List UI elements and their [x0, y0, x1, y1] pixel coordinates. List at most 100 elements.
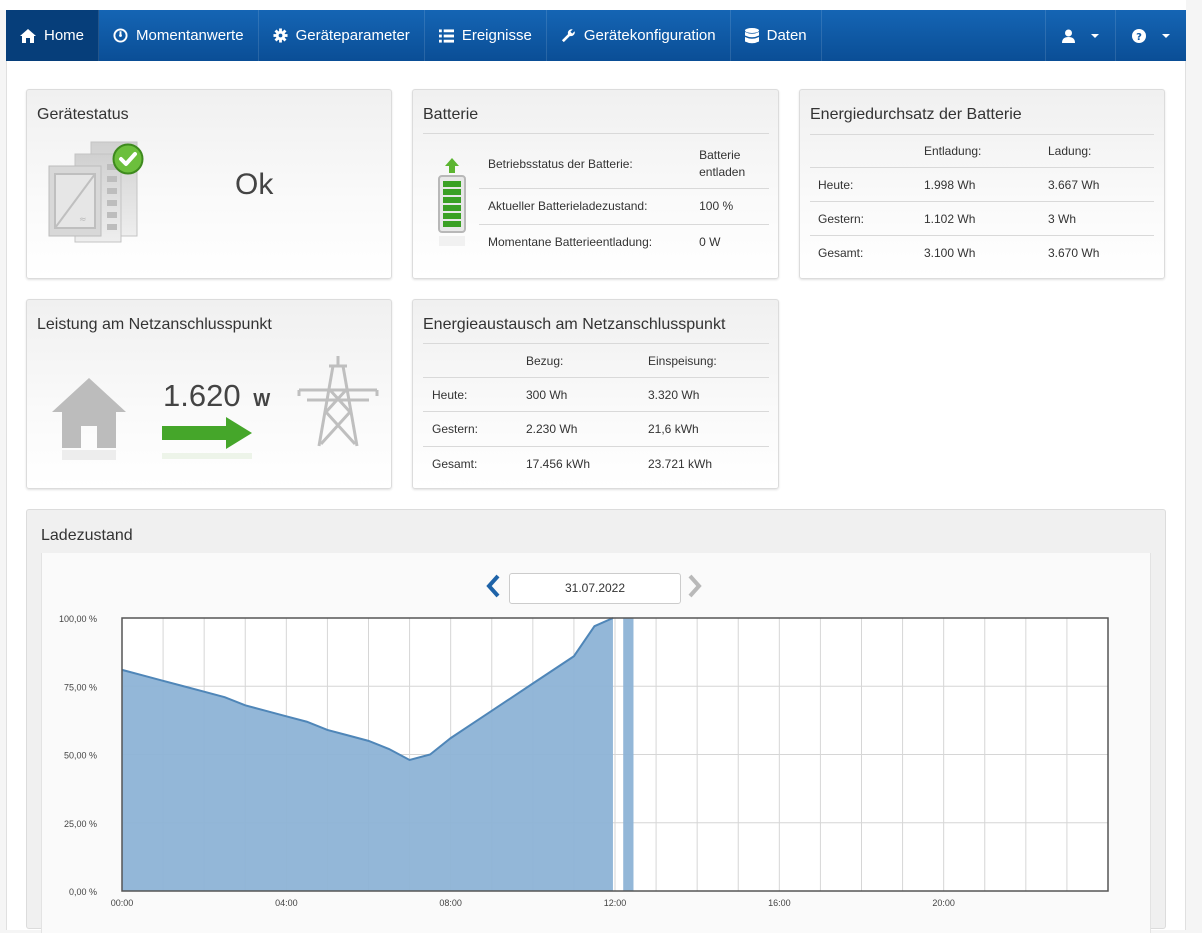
grid-exchange-panel: Energieaustausch am Netzanschlusspunkt B…	[412, 299, 779, 489]
table-row: Gestern: 1.102 Wh 3 Wh	[810, 201, 1154, 236]
list-icon	[438, 28, 454, 43]
home-icon	[20, 28, 36, 43]
nav-home-label: Home	[44, 27, 85, 44]
table-row: Gesamt: 3.100 Wh 3.670 Wh	[810, 235, 1154, 271]
battery-soc-value: 100 %	[699, 199, 734, 213]
y-tick-label: 25,00 %	[64, 819, 97, 829]
nav-geraetekonfiguration-label: Gerätekonfiguration	[583, 27, 716, 44]
table-row: Gestern: 2.230 Wh 21,6 kWh	[423, 411, 769, 447]
header-empty	[423, 344, 526, 378]
x-tick-label: 04:00	[275, 898, 298, 908]
plot-frame	[121, 617, 1109, 892]
gauge-icon	[113, 28, 128, 43]
nav-geraetekonfiguration[interactable]: Gerätekonfiguration	[547, 10, 731, 61]
device-status-value: Ok	[235, 168, 274, 201]
battery-panel: Batterie Betriebsstatus der Batterie: Ba…	[412, 89, 779, 279]
row-label: Gestern:	[818, 211, 865, 226]
chevron-left-icon[interactable]	[484, 573, 502, 599]
nav-daten-label: Daten	[766, 27, 807, 44]
battery-status-value: Batterie entladen	[699, 147, 746, 179]
main-navbar: Home Momentanwerte Geräteparameter Ereig…	[6, 10, 1186, 61]
database-icon	[744, 27, 759, 43]
page-right-margin	[1186, 0, 1202, 919]
row-label: Gesamt:	[432, 457, 478, 472]
battery-discharge-label: Momentane Batterieentladung:	[488, 234, 653, 249]
battery-throughput-panel: Energiedurchsatz der Batterie Entladung:…	[799, 89, 1165, 279]
power-pylon-icon	[297, 356, 379, 447]
chevron-down-icon	[1091, 33, 1099, 38]
chevron-down-icon	[1162, 33, 1170, 38]
device-status-panel: Gerätestatus ≈ Ok	[26, 89, 392, 279]
grid-power-panel: Leistung am Netzanschlusspunkt 1.620 W	[26, 299, 392, 489]
panel-title: Energiedurchsatz der Batterie	[810, 106, 1022, 123]
grid-power-number: 1.620	[163, 378, 241, 413]
table-header-row: Bezug: Einspeisung:	[423, 343, 769, 378]
panel-title: Gerätestatus	[37, 106, 129, 123]
charge-state-chart: 0,00 % 25,00 % 50,00 % 75,00 % 100,00 % 00:00…	[59, 614, 1109, 908]
cell-value: 3.667 Wh	[1048, 177, 1100, 192]
chart-area: 31.07.2022 0,00 % 25,00 % 50,00 % 75,00 % 10…	[41, 553, 1151, 933]
grid-power-value: 1.620 W	[163, 378, 270, 414]
cell-value: 23.721 kWh	[648, 457, 713, 472]
nav-momentanwerte[interactable]: Momentanwerte	[99, 10, 259, 61]
cell-value: 3.100 Wh	[924, 246, 976, 261]
panel-title: Batterie	[423, 106, 479, 123]
nav-daten[interactable]: Daten	[731, 10, 822, 61]
y-tick-label: 75,00 %	[64, 682, 97, 692]
series-area	[122, 618, 634, 891]
cell-value: 1.102 Wh	[924, 211, 976, 226]
grid-power-unit: W	[253, 390, 271, 410]
gear-icon	[273, 28, 288, 43]
header-empty	[810, 135, 924, 168]
x-tick-label: 08:00	[439, 898, 462, 908]
charge-state-panel: Ladezustand 31.07.2022 0,00 % 25,00 % 50,0…	[26, 509, 1166, 933]
x-tick-label: 16:00	[768, 898, 791, 908]
cell-value: 300 Wh	[526, 387, 568, 402]
table-header-row: Entladung: Ladung:	[810, 134, 1154, 168]
battery-table: Betriebsstatus der Batterie: Batterie en…	[479, 140, 769, 259]
y-tick-label: 0,00 %	[69, 887, 97, 897]
row-label: Gestern:	[432, 422, 479, 436]
nav-geraeteparameter[interactable]: Geräteparameter	[259, 10, 425, 61]
chevron-right-icon[interactable]	[686, 573, 704, 599]
row-label: Heute:	[432, 387, 468, 402]
user-menu[interactable]	[1045, 10, 1115, 61]
battery-charging-icon	[438, 158, 466, 246]
battery-discharge-value: 0 W	[699, 234, 721, 249]
wrench-icon	[561, 29, 575, 43]
column-header-bezug: Bezug:	[526, 353, 564, 368]
table-row: Gesamt: 17.456 kWh 23.721 kWh	[423, 446, 769, 482]
x-tick-label: 12:00	[604, 898, 627, 908]
nav-ereignisse[interactable]: Ereignisse	[425, 10, 547, 61]
y-tick-label: 100,00 %	[59, 614, 97, 624]
page-top-strip	[0, 0, 1202, 10]
table-row: Heute: 1.998 Wh 3.667 Wh	[810, 167, 1154, 202]
nav-right-group: ?	[1045, 10, 1186, 61]
exchange-table: Bezug: Einspeisung: Heute: 300 Wh 3.320 …	[423, 343, 769, 482]
column-header-ladung: Ladung:	[1048, 144, 1092, 158]
row-label: Heute:	[818, 177, 854, 192]
help-menu[interactable]: ?	[1115, 10, 1186, 61]
nav-geraeteparameter-label: Geräteparameter	[295, 27, 410, 44]
panel-title: Ladezustand	[41, 527, 133, 544]
y-tick-label: 50,00 %	[64, 751, 97, 761]
battery-status-label: Betriebsstatus der Batterie:	[488, 156, 633, 171]
house-icon	[52, 378, 126, 460]
table-row: Betriebsstatus der Batterie: Batterie en…	[479, 140, 769, 188]
x-tick-label: 20:00	[932, 898, 955, 908]
date-picker[interactable]: 31.07.2022	[509, 573, 681, 604]
cell-value: 3.320 Wh	[648, 387, 700, 402]
nav-momentanwerte-label: Momentanwerte	[136, 27, 244, 44]
panel-title: Energieaustausch am Netzanschlusspunkt	[423, 316, 726, 333]
table-row: Heute: 300 Wh 3.320 Wh	[423, 377, 769, 412]
cell-value: 21,6 kWh	[648, 422, 699, 436]
cell-value: 1.998 Wh	[924, 177, 976, 192]
user-icon	[1062, 29, 1075, 43]
row-label: Gesamt:	[818, 246, 864, 261]
nav-home[interactable]: Home	[6, 10, 100, 61]
title-divider	[423, 133, 769, 134]
cell-value: 2.230 Wh	[526, 422, 578, 436]
throughput-table: Entladung: Ladung: Heute: 1.998 Wh 3.667…	[810, 134, 1154, 271]
panel-title: Leistung am Netzanschlusspunkt	[37, 316, 272, 333]
nav-ereignisse-label: Ereignisse	[461, 27, 532, 44]
